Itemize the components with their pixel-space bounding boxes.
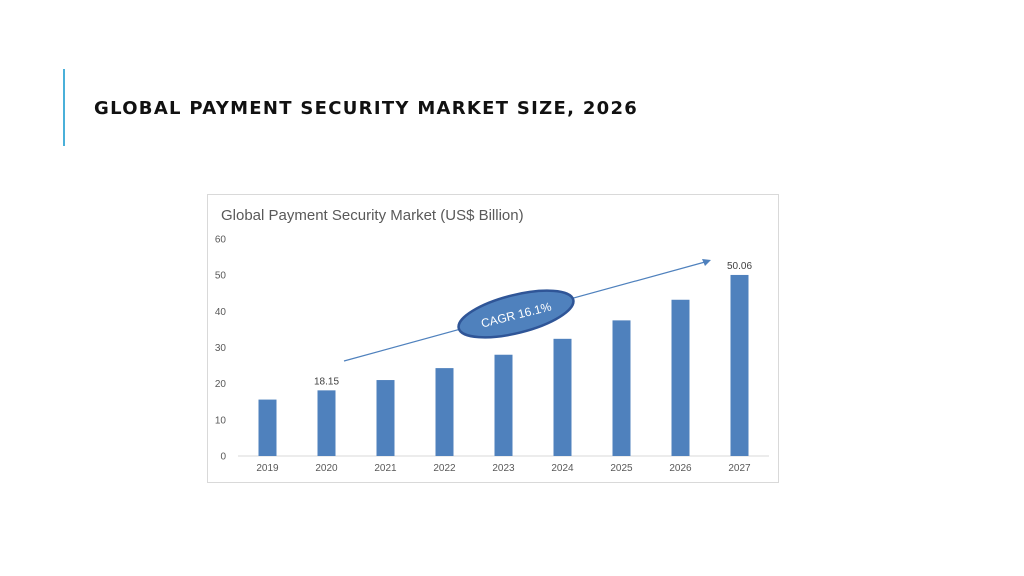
y-tick-label-5: 50: [215, 271, 227, 282]
bar-2022: [435, 368, 454, 456]
chart-frame: Global Payment Security Market (US$ Bill…: [207, 194, 779, 483]
y-tick-label-3: 30: [215, 343, 227, 354]
title-accent-bar: [63, 69, 65, 146]
y-tick-label-0: 0: [220, 452, 226, 463]
slide-title: GLOBAL PAYMENT SECURITY MARKET SIZE, 202…: [94, 98, 639, 119]
x-axis-ticks: 2019 2020 2021 2022 2023 2024 2025 2026 2027: [256, 463, 751, 474]
x-tick-label-2021: 2021: [374, 463, 397, 474]
bar-chart: Global Payment Security Market (US$ Bill…: [215, 207, 769, 474]
bar-2024: [553, 338, 572, 456]
bar-2019: [258, 399, 277, 456]
data-labels: 18.15 50.06: [314, 261, 752, 387]
bar-2025: [612, 320, 631, 456]
y-tick-label-6: 60: [215, 235, 227, 246]
y-axis-ticks: 0 10 20 30 40 50 60: [215, 235, 227, 463]
x-tick-label-2027: 2027: [728, 463, 751, 474]
x-tick-label-2019: 2019: [256, 463, 279, 474]
chart-title: Global Payment Security Market (US$ Bill…: [221, 207, 524, 224]
x-tick-label-2023: 2023: [492, 463, 515, 474]
data-label-2027: 50.06: [727, 261, 752, 272]
cagr-annotation: CAGR 16.1%: [343, 259, 711, 362]
cagr-arrow-head: [702, 259, 711, 266]
bar-2020: [317, 390, 336, 456]
y-tick-label-4: 40: [215, 307, 227, 318]
bar-2023: [494, 354, 513, 456]
y-tick-label-1: 10: [215, 415, 227, 426]
cagr-ellipse: [457, 289, 575, 339]
x-tick-label-2026: 2026: [669, 463, 692, 474]
bar-2026: [671, 299, 690, 456]
y-tick-label-2: 20: [215, 379, 227, 390]
x-tick-label-2025: 2025: [610, 463, 633, 474]
bars: [258, 274, 749, 456]
bar-2027: [730, 274, 749, 456]
x-tick-label-2024: 2024: [551, 463, 574, 474]
x-tick-label-2022: 2022: [433, 463, 456, 474]
bar-2021: [376, 380, 395, 456]
x-tick-label-2020: 2020: [315, 463, 338, 474]
data-label-2020: 18.15: [314, 376, 339, 387]
